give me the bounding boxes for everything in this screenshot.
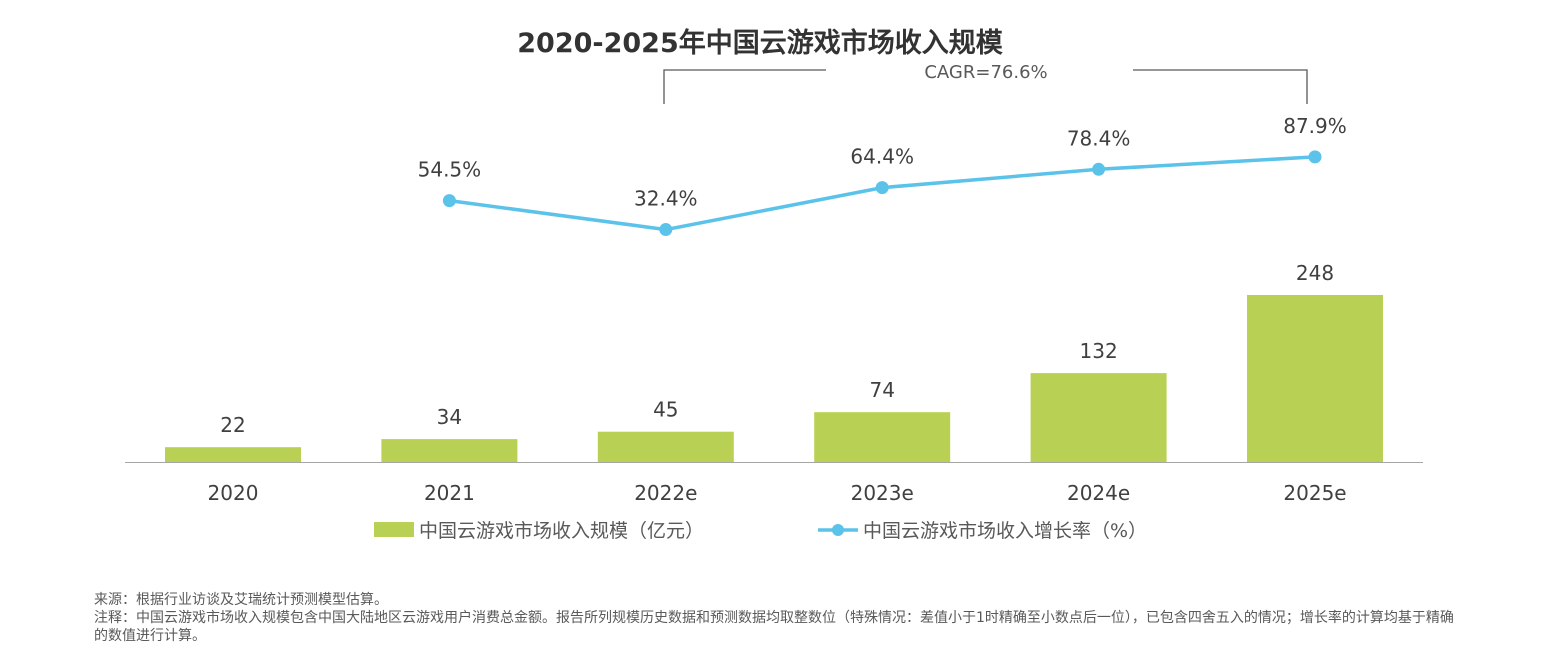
- bar-2024e: [1030, 373, 1167, 462]
- legend-line-label: 中国云游戏市场收入增长率（%）: [863, 520, 1147, 542]
- x-tick-2023e: 2023e: [851, 481, 914, 505]
- line-point-2023e: [875, 181, 889, 195]
- line-label-2022e: 32.4%: [634, 187, 698, 211]
- legend: 中国云游戏市场收入规模（亿元） 中国云游戏市场收入增长率（%）: [374, 520, 1147, 542]
- x-tick-2020: 2020: [208, 481, 259, 505]
- chart-title: 2020-2025年中国云游戏市场收入规模: [517, 27, 1003, 59]
- bar-2020: [165, 447, 301, 462]
- x-tick-2024e: 2024e: [1067, 481, 1130, 505]
- footnote: 注释：中国云游戏市场收入规模包含中国大陆地区云游戏用户消费总金额。报告所列规模历…: [94, 610, 1454, 644]
- bar-label-2020: 22: [220, 413, 245, 437]
- x-tick-2022e: 2022e: [634, 481, 697, 505]
- source-note: 来源：根据行业访谈及艾瑞统计预测模型估算。: [94, 592, 388, 608]
- bar-label-2021: 34: [437, 405, 462, 429]
- line-label-2025e: 87.9%: [1283, 114, 1347, 138]
- line-point-2025e: [1308, 150, 1322, 164]
- line-label-2023e: 64.4%: [850, 145, 914, 169]
- cagr-bracket: [663, 69, 1308, 104]
- x-tick-2025e: 2025e: [1283, 481, 1346, 505]
- x-tick-2021: 2021: [424, 481, 475, 505]
- bar-label-2024e: 132: [1080, 339, 1118, 363]
- line-label-2024e: 78.4%: [1067, 126, 1131, 150]
- bar-2022e: [597, 431, 734, 462]
- line-label-2021: 54.5%: [418, 158, 482, 182]
- legend-bar-label: 中国云游戏市场收入规模（亿元）: [419, 520, 704, 542]
- line-point-2022e: [659, 223, 673, 237]
- line-point-2021: [442, 194, 456, 208]
- bar-2025e: [1247, 295, 1383, 462]
- legend-bar-swatch: [374, 522, 414, 537]
- chart: 2020-2025年中国云游戏市场收入规模 CAGR=76.6% 22 2020 3…: [125, 27, 1423, 542]
- bar-2021: [381, 439, 518, 462]
- bar-label-2023e: 74: [869, 378, 894, 402]
- bar-label-2025e: 248: [1296, 261, 1334, 285]
- bar-2023e: [814, 412, 951, 462]
- bar-label-2022e: 45: [653, 398, 678, 422]
- legend-line-marker: [832, 524, 844, 536]
- cagr-annotation: CAGR=76.6%: [924, 62, 1047, 83]
- line-point-2024e: [1092, 162, 1106, 176]
